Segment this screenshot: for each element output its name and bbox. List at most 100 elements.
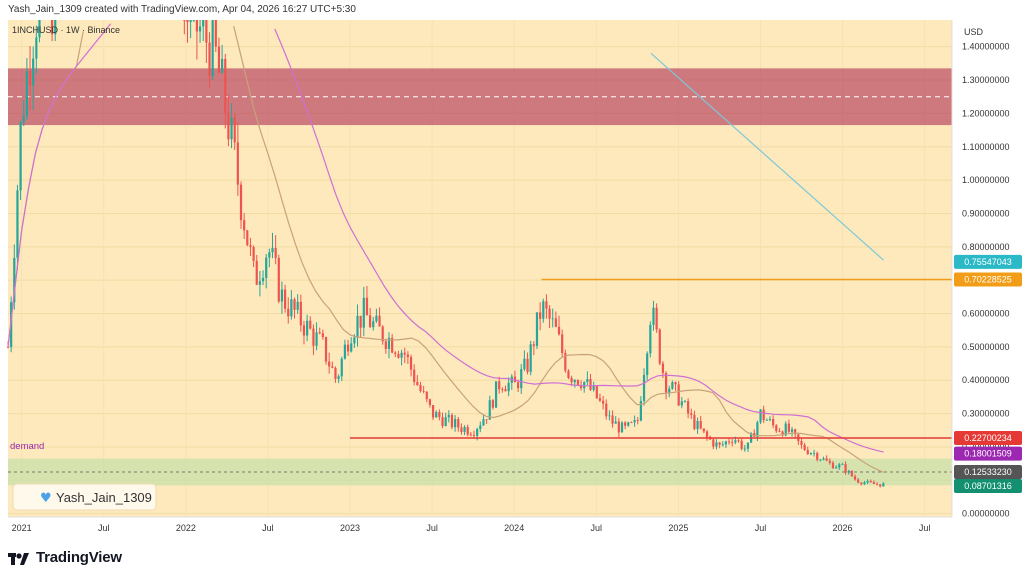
candle xyxy=(217,46,221,73)
candle xyxy=(847,470,850,473)
candle xyxy=(32,58,35,86)
candle xyxy=(356,315,359,338)
candle xyxy=(482,419,485,426)
candle xyxy=(592,385,595,390)
candle xyxy=(677,384,680,406)
price-badge: 0.12533230 xyxy=(954,464,1022,479)
y-tick-label: 1.30000000 xyxy=(962,75,1010,85)
x-tick-label: 2024 xyxy=(504,523,524,533)
candle xyxy=(620,422,624,433)
candle xyxy=(633,420,636,423)
price-badge-label: 0.70228525 xyxy=(964,275,1012,285)
candle xyxy=(595,385,598,399)
candle xyxy=(781,431,784,436)
candle xyxy=(661,363,665,374)
candle xyxy=(841,464,844,465)
moving-average-long xyxy=(7,23,884,453)
candle xyxy=(183,20,186,21)
candle xyxy=(454,419,457,428)
candle xyxy=(790,429,794,432)
candle xyxy=(658,329,661,364)
candle xyxy=(746,442,750,449)
candle xyxy=(233,117,236,143)
candle xyxy=(835,467,838,469)
time-axis[interactable]: 2021 Jul 2022 Jul 2023 Jul 2024 Jul 2025 Jul 2026 J… xyxy=(12,523,931,533)
candle xyxy=(573,379,576,383)
y-tick-label: 0.80000000 xyxy=(962,242,1010,252)
candle xyxy=(857,479,860,483)
candle xyxy=(368,315,372,328)
y-tick-label: 0.40000000 xyxy=(962,375,1010,385)
candle xyxy=(447,414,450,418)
candle xyxy=(236,142,239,185)
candle xyxy=(756,422,759,437)
candle xyxy=(441,417,444,427)
candle xyxy=(554,318,557,327)
candle xyxy=(488,400,491,420)
candle xyxy=(258,281,261,285)
candle xyxy=(283,289,287,309)
candle xyxy=(343,344,347,359)
candle xyxy=(460,427,463,432)
candle xyxy=(265,257,268,278)
y-tick-label: 0.90000000 xyxy=(962,208,1010,218)
candle xyxy=(589,379,592,390)
candle xyxy=(318,332,321,334)
candle xyxy=(576,379,580,385)
candle xyxy=(16,190,19,258)
candle xyxy=(328,361,331,367)
price-badge-bg xyxy=(954,272,1022,287)
candle xyxy=(605,403,608,417)
price-badge: 0.70228525 xyxy=(954,272,1022,287)
candle xyxy=(557,326,561,335)
candle xyxy=(516,382,520,389)
candle xyxy=(221,58,224,73)
price-badge: 0.18001509 xyxy=(954,446,1022,461)
x-tick-label: 2025 xyxy=(668,523,688,533)
x-tick-label: Jul xyxy=(262,523,274,533)
candle xyxy=(778,431,781,432)
annotation-box[interactable]: ♥ Yash_Jain_1309 xyxy=(12,483,157,511)
candle xyxy=(702,428,705,432)
candle xyxy=(498,381,501,390)
brand-name: TradingView xyxy=(36,549,122,566)
candle xyxy=(50,20,54,35)
candle xyxy=(469,434,472,436)
candle xyxy=(271,247,274,253)
candle xyxy=(296,301,299,310)
price-badge-label: 0.18001509 xyxy=(964,449,1012,459)
price-badge-label: 0.22700234 xyxy=(964,433,1012,443)
candle xyxy=(391,337,394,353)
candle xyxy=(476,428,479,436)
candle xyxy=(422,390,425,392)
candle xyxy=(627,422,630,426)
candle xyxy=(872,482,875,484)
price-badge: 0.75547043 xyxy=(954,254,1022,269)
tradingview-logo[interactable]: TradingView xyxy=(8,549,122,566)
x-tick-label: 2026 xyxy=(833,523,853,533)
candle xyxy=(202,20,205,27)
candle xyxy=(646,353,649,376)
candle xyxy=(630,422,633,424)
x-tick-label: Jul xyxy=(919,523,931,533)
candle xyxy=(450,414,454,428)
candle xyxy=(28,71,32,86)
candle xyxy=(668,388,671,393)
candle xyxy=(759,409,762,423)
candle xyxy=(639,401,642,421)
price-badge-bg xyxy=(954,430,1022,445)
candle xyxy=(334,367,337,379)
candle xyxy=(699,421,702,429)
candle xyxy=(403,352,406,355)
candle xyxy=(249,245,252,248)
candle xyxy=(724,441,728,445)
candle xyxy=(211,20,214,76)
candle xyxy=(243,220,246,231)
candle xyxy=(435,412,438,418)
candle xyxy=(359,315,362,328)
tradingview-logo-icon xyxy=(8,552,29,565)
candle xyxy=(806,450,809,455)
candle xyxy=(765,419,768,421)
candle xyxy=(564,352,567,371)
